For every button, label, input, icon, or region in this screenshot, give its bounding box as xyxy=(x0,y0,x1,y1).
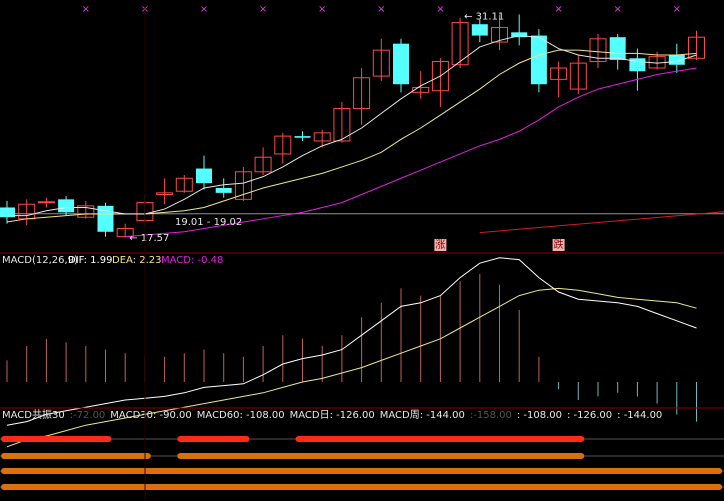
top-marker-4: × xyxy=(318,4,326,15)
candle-body-29 xyxy=(569,62,587,90)
candle-body-31 xyxy=(609,37,626,60)
candle-body-26 xyxy=(511,32,528,38)
candle-body-11 xyxy=(215,188,232,193)
signal-legend-4: MACD日: -126.00 xyxy=(290,410,375,421)
signal-legend-5: MACD周: -144.00 xyxy=(380,409,465,421)
ma-white-line xyxy=(7,35,697,217)
trend-line xyxy=(479,211,724,234)
candle-body-22 xyxy=(431,61,449,92)
candle-body-4 xyxy=(77,205,95,218)
candle-body-34 xyxy=(668,55,685,65)
signal-legend-3: MACD60: -108.00 xyxy=(197,410,285,421)
candle-body-13 xyxy=(254,156,272,173)
macd-dif-label: DIF: 1.99 xyxy=(68,255,112,266)
candle-body-21 xyxy=(412,86,430,93)
candle-body-20 xyxy=(393,43,409,85)
candle-body-35 xyxy=(688,36,705,59)
candle-body-12 xyxy=(234,171,252,200)
candle-body-23 xyxy=(451,22,469,66)
macd-dea-line xyxy=(6,287,697,448)
candle-body-5 xyxy=(97,205,114,232)
candle-body-24 xyxy=(471,24,488,36)
candle-body-16 xyxy=(313,132,331,142)
signal-legend-0: MACD共振30 xyxy=(2,408,65,421)
top-marker-9: × xyxy=(673,4,681,15)
candle-body-15 xyxy=(294,136,311,138)
candle-body-28 xyxy=(550,67,568,80)
signal-panel: MACD共振30 :-72.00 MACD30: -90.00 MACD60: -10… xyxy=(0,408,724,490)
candle-body-8 xyxy=(156,192,174,195)
macd-value-label: MACD: -0.48 xyxy=(161,255,223,266)
macd-dif-line xyxy=(6,257,697,426)
annotation-2: 19.01 - 19.02 xyxy=(175,217,242,228)
candle-body-25 xyxy=(491,26,508,43)
candle-body-19 xyxy=(372,49,390,77)
top-marker-8: × xyxy=(614,4,622,15)
top-marker-2: × xyxy=(200,4,208,15)
candle-body-3 xyxy=(58,199,75,213)
top-marker-7: × xyxy=(554,4,562,15)
annotation-0: ← 31.11 xyxy=(464,12,504,23)
signal-legend-7: : -108.00 xyxy=(517,410,562,421)
signal-legend-9: : -144.00 xyxy=(617,410,662,421)
macd-title: MACD(12,26,9) xyxy=(2,255,78,266)
top-marker-3: × xyxy=(259,4,267,15)
signal-legend-6: :-158.00 xyxy=(470,410,512,421)
candle-body-27 xyxy=(530,35,547,85)
candle-body-10 xyxy=(196,168,212,184)
ma-magenta-line xyxy=(125,67,697,238)
signal-box-4 xyxy=(552,239,565,251)
candle-body-9 xyxy=(175,177,193,192)
signal-box-3 xyxy=(434,239,447,251)
signal-legend-2: MACD30: -90.00 xyxy=(110,410,191,421)
signal-legend-8: : -126.00 xyxy=(567,410,612,421)
candle-body-30 xyxy=(589,38,607,63)
macd-dea-label: DEA: 2.23 xyxy=(112,255,162,266)
signal-text-4: 跌 xyxy=(554,238,564,251)
annotation-1: ← 17.57 xyxy=(129,233,169,244)
candle-body-2 xyxy=(37,201,55,204)
top-marker-5: × xyxy=(377,4,385,15)
candle-body-17 xyxy=(333,108,351,142)
signal-text-3: 涨 xyxy=(435,239,445,251)
candle-body-14 xyxy=(274,135,292,155)
ma-yellow-line xyxy=(6,49,697,223)
top-marker-0: × xyxy=(82,4,90,15)
signal-legend-1: :-72.00 xyxy=(70,410,106,421)
candle-body-18 xyxy=(353,77,371,110)
candle-body-0 xyxy=(0,207,15,218)
top-marker-6: × xyxy=(436,4,444,15)
